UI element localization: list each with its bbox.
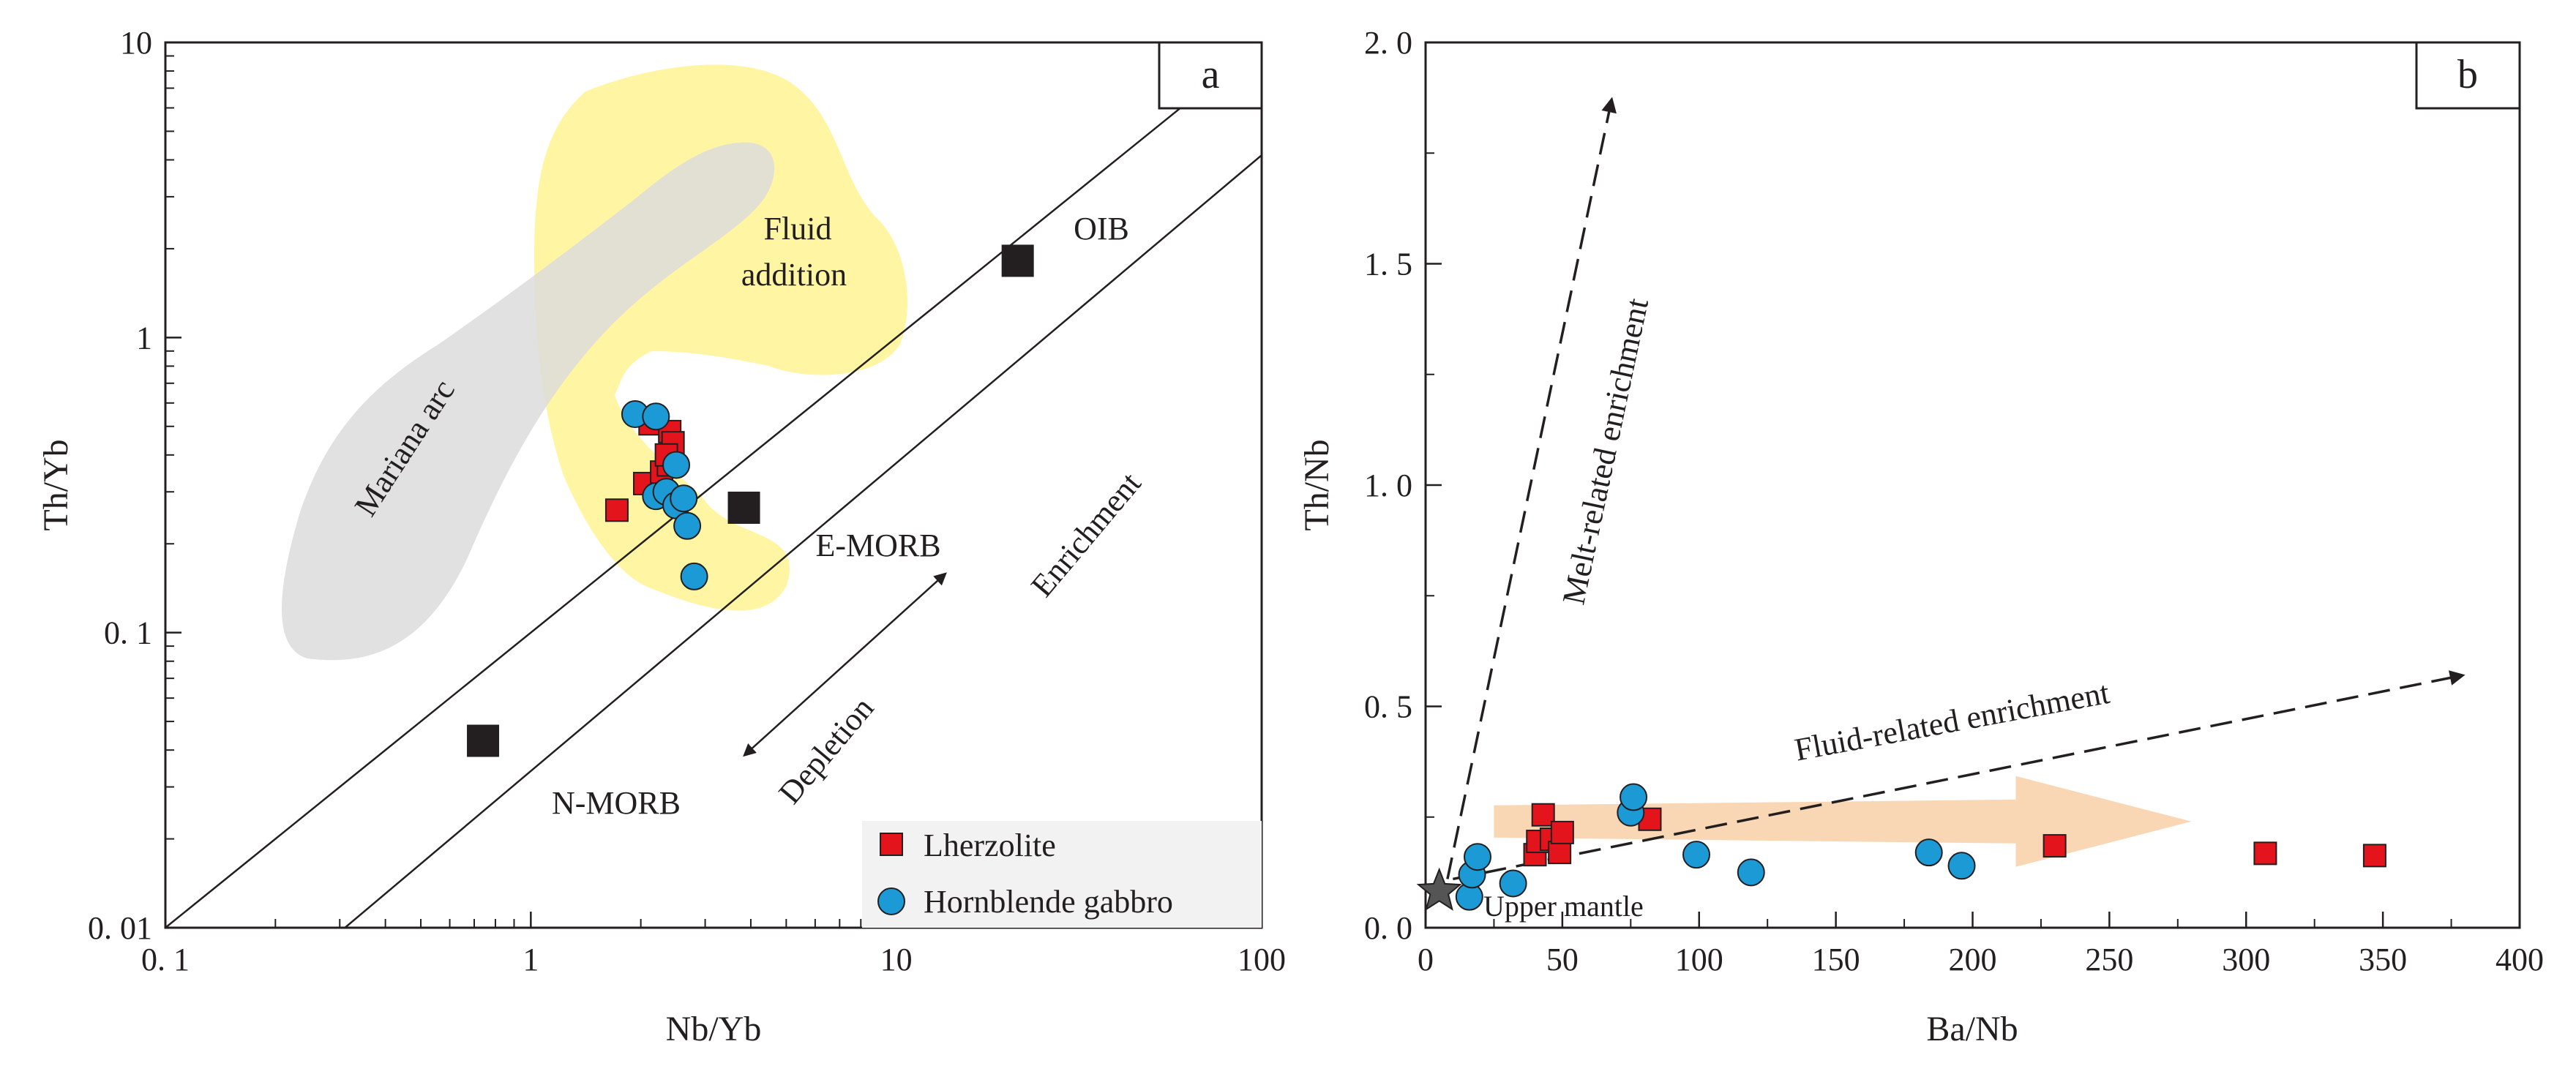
reference-point-e-morb [727, 491, 760, 524]
fluid-label-line1: Fluid [764, 211, 832, 247]
data-point-hornblende-gabbro [642, 402, 670, 431]
x-tick-label: 0 [1418, 942, 1434, 977]
x-tick-label: 100 [1675, 942, 1723, 977]
fluid-label-line2: addition [741, 257, 847, 293]
y-axis-title-b: Th/Nb [1298, 439, 1336, 530]
trend-arrow-line [743, 572, 947, 757]
data-point-hornblende-gabbro [680, 562, 708, 590]
fluid-enrichment-arrow [1453, 670, 2465, 881]
melt-related-enrichment-label: Melt-related enrichment [1556, 295, 1656, 607]
y-tick-label: 1. 0 [1364, 468, 1412, 503]
x-axis-title-a: Nb/Yb [666, 1010, 762, 1048]
data-point-lherzolite [1550, 820, 1574, 844]
x-tick-label: 250 [2085, 942, 2133, 977]
legend-background [862, 821, 1262, 928]
x-tick-label: 200 [1949, 942, 1997, 977]
data-point-lherzolite [604, 498, 629, 522]
enrichment-arrows-b [1446, 97, 2465, 881]
x-tick-label: 300 [2222, 942, 2270, 977]
panel-label-a: a [1202, 52, 1220, 97]
data-point-hornblende-gabbro [1499, 869, 1527, 898]
mantle-array-line [344, 154, 1262, 928]
panel-label-box-a: a [1158, 41, 1263, 110]
data-point-hornblende-gabbro [673, 511, 702, 540]
y-tick-label: 2. 0 [1364, 25, 1412, 61]
data-point-lherzolite [1548, 841, 1572, 865]
x-tick-label: 0. 1 [141, 942, 190, 977]
y-tick-label: 0. 1 [104, 615, 152, 651]
upper-mantle-star-icon [1416, 867, 1462, 911]
oib-label: OIB [1074, 211, 1129, 247]
y-axis-ticks-b: 0. 0 0. 5 1. 0 1. 5 2. 0 [1364, 25, 1442, 946]
mariana-arc-region [282, 142, 775, 661]
data-point-hornblende-gabbro [1914, 838, 1943, 867]
y-tick-label: 10 [120, 25, 152, 61]
data-point-hornblende-gabbro [670, 484, 698, 513]
data-point-lherzolite [2043, 834, 2067, 858]
melt-enrichment-arrow [1446, 97, 1617, 879]
upper-mantle-star [1416, 867, 1462, 911]
data-point-hornblende-gabbro [1464, 843, 1492, 871]
plot-frame-a [164, 41, 1263, 929]
fluid-addition-region [534, 64, 907, 611]
data-point-hornblende-gabbro [1682, 841, 1711, 869]
data-point-lherzolite [2362, 844, 2386, 868]
legend-marker-lherzolite [880, 833, 903, 856]
data-series-a [604, 400, 708, 590]
reference-point-n-morb [467, 724, 500, 757]
x-tick-label: 150 [1812, 942, 1860, 977]
x-tick-label: 50 [1546, 942, 1579, 977]
panel-b: 0 50 100 150 200 250 300 350 400 0. 0 0. 5 1. 0 1. … [1298, 25, 2544, 1048]
enrichment-label: Enrichment [1024, 465, 1147, 604]
x-tick-label: 350 [2359, 942, 2407, 977]
y-tick-label: 0. 5 [1364, 689, 1412, 725]
legend-label-lherzolite: Lherzolite [924, 827, 1056, 863]
data-series-b [1455, 783, 2386, 911]
y-axis-title-a: Th/Yb [37, 439, 75, 530]
data-point-hornblende-gabbro [1947, 852, 1976, 880]
reference-point-oib [1001, 244, 1034, 277]
data-point-hornblende-gabbro [662, 451, 691, 479]
y-tick-label: 1 [136, 320, 152, 356]
upper-mantle-label: Upper mantle [1483, 890, 1644, 923]
data-point-hornblende-gabbro [1737, 858, 1765, 887]
n-morb-label: N-MORB [552, 785, 681, 821]
y-tick-label: 1. 5 [1364, 247, 1412, 282]
y-tick-label: 0. 0 [1364, 910, 1412, 946]
enrichment-depletion-arrow [743, 572, 947, 757]
panel-label-box-b: b [2415, 41, 2521, 110]
x-tick-label: 100 [1238, 942, 1286, 977]
x-axis-title-b: Ba/Nb [1926, 1010, 2018, 1048]
y-axis-ticks-a: 0. 01 0. 1 1 10 [88, 25, 181, 946]
y-tick-label: 0. 01 [88, 910, 152, 946]
fluid-related-enrichment-label: Fluid-related enrichment [1791, 675, 2112, 768]
x-axis-ticks-b: 0 50 100 150 200 250 300 350 400 [1418, 912, 2544, 977]
x-tick-label: 1 [523, 942, 539, 977]
depletion-label: Depletion [771, 690, 880, 810]
wide-trend-arrow [1494, 776, 2192, 867]
data-point-hornblende-gabbro [1620, 783, 1648, 811]
reference-points-a [467, 244, 1034, 757]
data-point-lherzolite [1531, 803, 1555, 827]
x-tick-label: 400 [2496, 942, 2544, 977]
data-point-lherzolite [2253, 841, 2277, 866]
e-morb-label: E-MORB [815, 528, 940, 563]
wide-trend-arrow-shape [1494, 776, 2192, 867]
legend-marker-hornblende-gabbro [877, 887, 905, 915]
x-tick-label: 10 [880, 942, 913, 977]
legend-a: Lherzolite Hornblende gabbro [862, 821, 1262, 928]
plot-frame-b [1424, 41, 2521, 929]
panel-label-b: b [2457, 52, 2478, 97]
legend-label-hornblende-gabbro: Hornblende gabbro [924, 884, 1173, 920]
